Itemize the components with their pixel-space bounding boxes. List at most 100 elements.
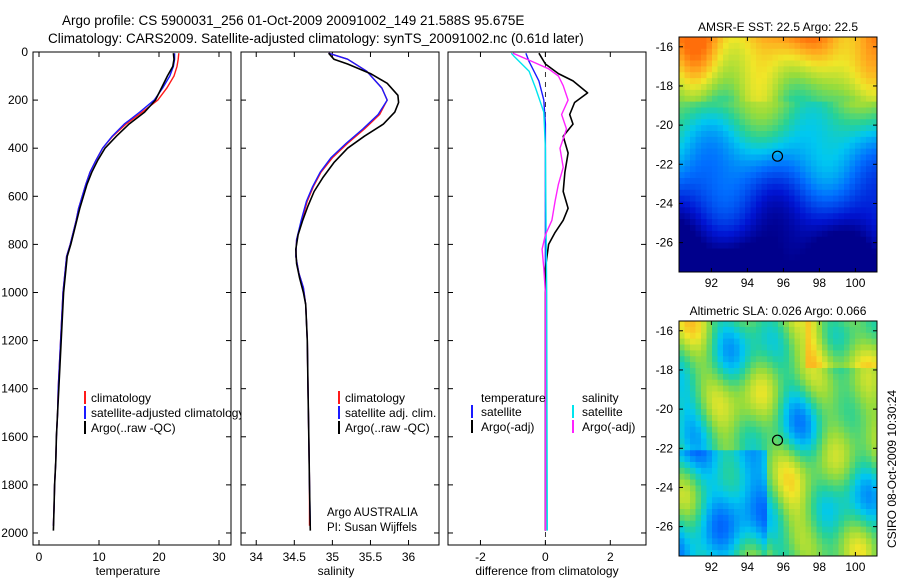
field-cell: [794, 230, 801, 238]
field-cell: [728, 201, 735, 208]
field-cell: [805, 338, 812, 346]
field-cell: [690, 160, 697, 167]
field-cell: [695, 266, 702, 272]
field-cell: [849, 213, 856, 220]
field-cell: [811, 467, 818, 475]
field-cell: [701, 125, 708, 132]
field-cell: [783, 213, 790, 220]
field-cell: [827, 491, 834, 498]
field-cell: [794, 48, 801, 56]
field-cell: [827, 207, 834, 214]
field-cell: [684, 479, 691, 487]
field-cell: [794, 72, 801, 79]
field-cell: [833, 84, 840, 91]
field-cell: [855, 142, 862, 150]
field-cell: [822, 101, 829, 109]
field-cell: [849, 131, 856, 138]
field-cell: [855, 473, 862, 481]
field-cell: [739, 385, 746, 393]
field-cell: [750, 544, 757, 551]
field-cell: [679, 385, 686, 393]
field-cell: [783, 154, 790, 161]
field-cell: [684, 503, 691, 510]
field-cell: [838, 332, 845, 340]
field-cell: [717, 95, 724, 103]
field-cell: [800, 373, 807, 381]
field-cell: [701, 154, 708, 161]
field-cell: [866, 526, 873, 534]
field-cell: [866, 248, 873, 255]
field-cell: [827, 391, 834, 398]
field-cell: [761, 213, 768, 220]
field-cell: [783, 326, 790, 334]
field-cell: [844, 201, 851, 208]
field-cell: [778, 397, 785, 404]
field-cell: [855, 356, 862, 363]
field-cell: [739, 236, 746, 244]
field-cell: [849, 136, 856, 144]
field-cell: [728, 526, 735, 534]
field-cell: [767, 225, 774, 232]
map-y-tick-label: -24: [656, 196, 674, 210]
field-cell: [849, 201, 856, 208]
field-cell: [772, 514, 779, 522]
field-cell: [783, 321, 790, 328]
field-cell: [739, 207, 746, 214]
field-cell: [756, 385, 763, 393]
field-cell: [723, 131, 730, 138]
field-cell: [728, 514, 735, 522]
field-cell: [734, 248, 741, 255]
field-cell: [679, 497, 686, 504]
field-cell: [805, 467, 812, 475]
field-cell: [800, 178, 807, 185]
field-cell: [761, 266, 768, 272]
field-cell: [712, 254, 719, 261]
field-cell: [734, 350, 741, 357]
field-cell: [679, 201, 686, 208]
field-cell: [684, 225, 691, 232]
field-cell: [717, 160, 724, 167]
field-cell: [838, 362, 845, 369]
field-cell: [701, 338, 708, 346]
field-cell: [734, 125, 741, 132]
field-cell: [772, 503, 779, 510]
field-cell: [728, 95, 735, 103]
field-cell: [767, 379, 774, 387]
field-cell: [679, 42, 686, 50]
field-cell: [800, 379, 807, 387]
field-cell: [767, 95, 774, 103]
field-cell: [712, 207, 719, 214]
field-cell: [695, 248, 702, 255]
field-cell: [794, 391, 801, 398]
field-cell: [728, 379, 735, 387]
field-cell: [827, 266, 834, 272]
field-cell: [712, 450, 719, 457]
field-cell: [866, 84, 873, 91]
field-cell: [827, 154, 834, 161]
field-cell: [794, 154, 801, 161]
field-cell: [833, 415, 840, 422]
field-cell: [734, 356, 741, 363]
field-cell: [772, 350, 779, 357]
field-cell: [706, 373, 713, 381]
field-cell: [728, 42, 735, 50]
field-cell: [701, 142, 708, 150]
field-cell: [701, 189, 708, 197]
field-cell: [849, 385, 856, 393]
field-cell: [800, 473, 807, 481]
field-cell: [717, 438, 724, 445]
field-cell: [734, 113, 741, 120]
field-cell: [679, 438, 686, 445]
field-cell: [816, 95, 823, 103]
field-cell: [706, 391, 713, 398]
field-cell: [778, 119, 785, 126]
field-cell: [717, 54, 724, 62]
field-cell: [750, 532, 757, 539]
field-cell: [684, 497, 691, 504]
field-cell: [734, 266, 741, 272]
field-cell: [778, 248, 785, 255]
field-cell: [800, 160, 807, 167]
field-cell: [750, 84, 757, 91]
field-cell: [816, 131, 823, 138]
field-cell: [855, 503, 862, 510]
